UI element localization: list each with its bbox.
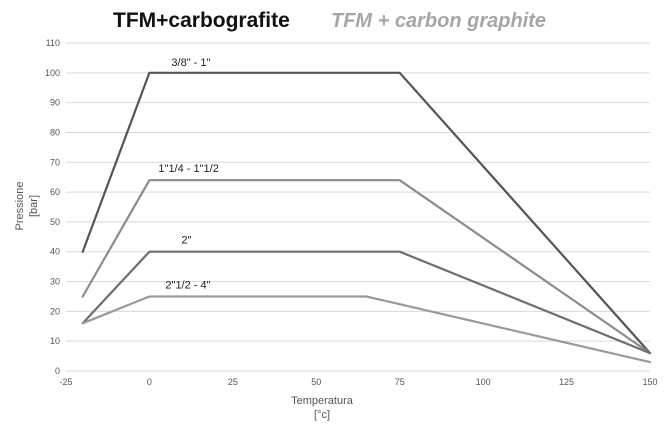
series-line <box>81 295 652 364</box>
x-tick-label: 25 <box>228 377 238 387</box>
x-tick-label: 150 <box>642 377 657 387</box>
y-tick-label: 10 <box>50 336 60 346</box>
y-tick-label: 40 <box>50 247 60 257</box>
x-tick-label: 50 <box>311 377 321 387</box>
y-tick-label: 80 <box>50 127 60 137</box>
y-tick-label: 0 <box>55 366 60 376</box>
x-tick-label: 100 <box>476 377 491 387</box>
x-tick-label: 0 <box>147 377 152 387</box>
series-label: 1"1/4 - 1"1/2 <box>158 163 218 175</box>
y-axis-title: Pressione <box>14 182 26 231</box>
x-axis-unit: [°c] <box>314 409 330 421</box>
y-tick-label: 70 <box>50 157 60 167</box>
x-tick-label: 75 <box>395 377 405 387</box>
x-tick-labels: -25 0 25 50 75 100 125 150 <box>59 377 657 387</box>
series-label: 2" <box>181 235 191 247</box>
grid-lines <box>66 42 650 372</box>
x-tick-label: 125 <box>559 377 574 387</box>
y-tick-label: 60 <box>50 187 60 197</box>
series-lines <box>81 71 652 364</box>
series-line <box>81 179 652 355</box>
x-tick-label: -25 <box>59 377 72 387</box>
y-tick-label: 20 <box>50 306 60 316</box>
series-labels: 3/8" - 1" 1"1/4 - 1"1/2 2" 2"1/2 - 4" <box>158 57 218 292</box>
chart-subtitle: TFM + carbon graphite <box>331 10 546 32</box>
y-tick-labels: 0 10 20 30 40 50 60 70 80 90 100 110 <box>45 38 60 376</box>
y-tick-label: 90 <box>50 98 60 108</box>
y-tick-label: 100 <box>45 68 60 78</box>
y-axis-unit: [bar] <box>28 195 40 217</box>
y-tick-label: 30 <box>50 277 60 287</box>
y-tick-label: 50 <box>50 217 60 227</box>
chart-title: TFM+carbografite <box>113 9 290 32</box>
series-line <box>81 71 652 355</box>
series-line <box>81 250 652 355</box>
series-label: 3/8" - 1" <box>171 57 210 69</box>
series-label: 2"1/2 - 4" <box>165 279 210 291</box>
y-tick-label: 110 <box>46 38 60 48</box>
x-axis-title: Temperatura <box>291 395 354 407</box>
